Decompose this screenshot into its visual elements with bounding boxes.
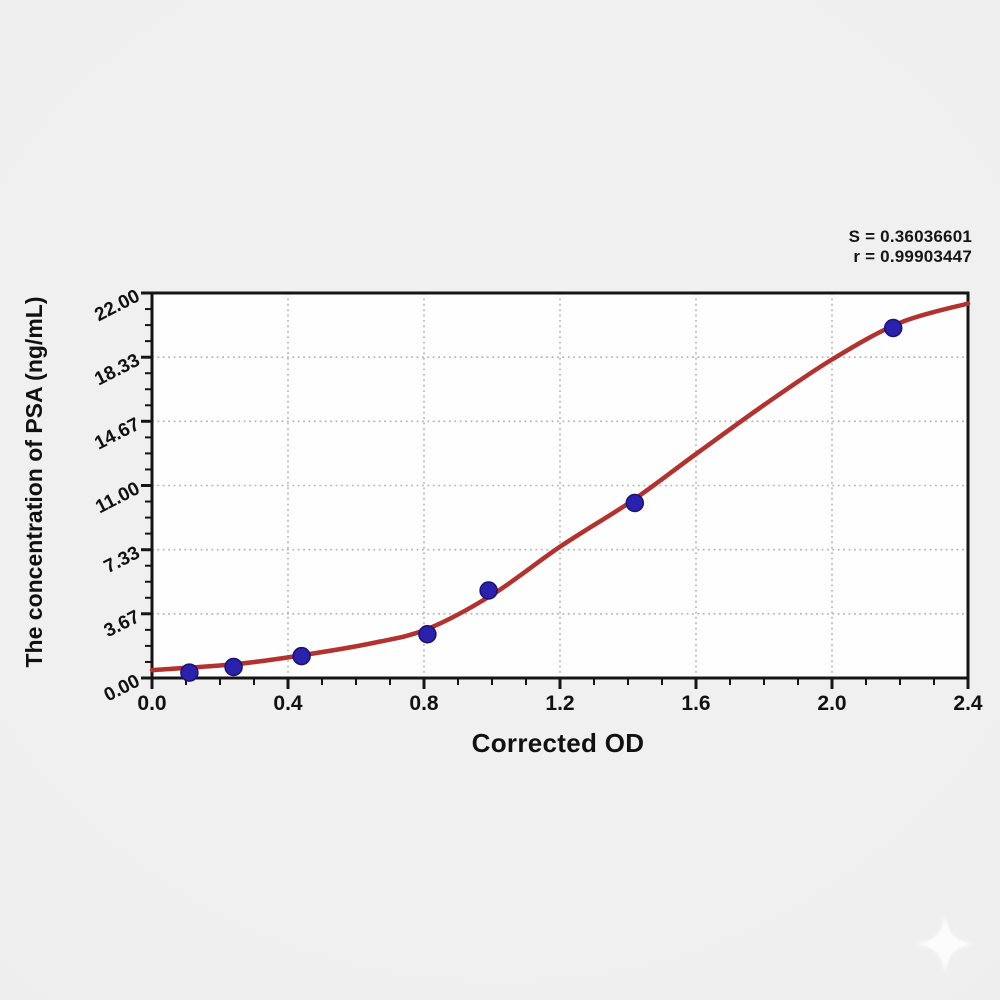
data-point — [625, 493, 645, 513]
fit-statistics: S = 0.36036601 r = 0.99903447 — [849, 227, 972, 267]
x-tick-label: 0.4 — [273, 692, 303, 715]
x-axis-title: Corrected OD — [471, 728, 645, 758]
y-tick-label: 7.33 — [101, 542, 143, 578]
data-point — [292, 646, 311, 666]
x-tick-label: 1.2 — [545, 692, 574, 715]
x-tick-label: 2.4 — [953, 692, 983, 715]
r-value: r = 0.99903447 — [853, 247, 972, 266]
data-point — [883, 318, 903, 338]
s-value: S = 0.36036601 — [848, 227, 972, 246]
data-point — [418, 625, 437, 644]
data-point — [479, 581, 498, 600]
sparkle-watermark-icon — [917, 916, 973, 972]
y-tick-label: 14.67 — [91, 414, 143, 454]
axis-frame — [150, 291, 970, 680]
y-tick-label: 22.00 — [91, 286, 143, 326]
data-point — [180, 663, 199, 682]
data-point — [224, 657, 243, 677]
y-tick-label: 3.67 — [101, 607, 143, 643]
y-tick-label: 18.33 — [91, 350, 143, 390]
y-tick-label: 11.00 — [92, 478, 143, 518]
x-tick-label: 1.6 — [681, 692, 710, 715]
x-tick-label: 2.0 — [817, 692, 846, 715]
x-tick-label: 0.8 — [409, 692, 439, 715]
x-tick-label: 0.0 — [137, 692, 166, 715]
